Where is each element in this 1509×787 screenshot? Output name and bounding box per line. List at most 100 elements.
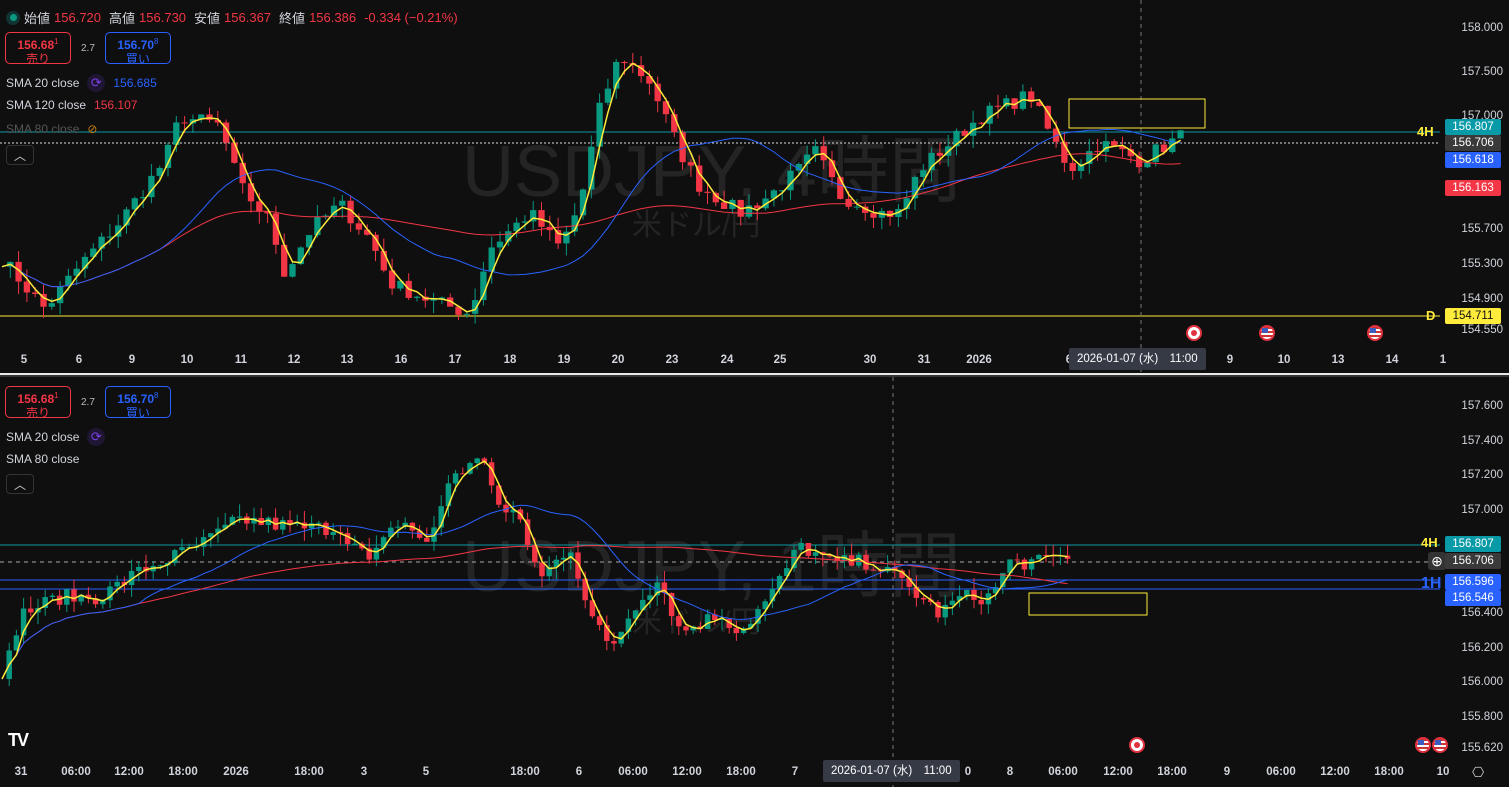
us-flag-icon[interactable] [1432,737,1448,753]
candle-body [613,61,620,89]
buy-button[interactable]: 156.708 買い [104,32,171,66]
time-axis-label: 9 [1223,766,1231,778]
settings-icon[interactable]: ⎔ [1472,764,1485,780]
time-axis-label: 8 [1006,766,1014,778]
candle-body [568,552,574,558]
price-axis-label: 155.700 [1461,223,1503,236]
candle-body [719,619,725,621]
candle-body [886,210,894,217]
candle-body [322,215,329,217]
candle-body [229,516,236,525]
time-axis-label: 11 [234,354,248,366]
jp-flag-icon[interactable] [1129,737,1145,753]
candle-body [532,545,538,563]
candle-body [812,146,819,155]
tradingview-logo: TV [8,730,29,750]
candle-body [776,575,783,589]
candle-body [870,212,877,218]
trade-buttons: 156.681 売り 2.7 156.708 買い [5,32,171,66]
sell-button[interactable]: 156.681 売り [5,32,71,66]
candle-body [48,303,55,307]
sma-slow-line [1,544,1068,680]
indicator-sma120[interactable]: SMA 120 close 156.107 [6,98,138,112]
candle-body [524,519,531,546]
buy-button[interactable]: 156.708 買い [104,386,171,420]
time-axis-label: 18:00 [168,766,198,778]
candle-body [380,537,387,548]
candle-body [928,152,935,171]
candle-body [424,537,430,542]
candle-body [546,566,552,577]
time-axis-label: 13 [1331,354,1345,366]
candle-body [978,599,984,605]
candle-body [899,570,905,578]
time-axis-label: 30 [863,354,877,366]
zone-box [1068,98,1206,129]
change-value: -0.334 (−0.21%) [364,10,458,25]
pane-divider[interactable] [0,373,1509,377]
price-axis-label: 155.300 [1461,258,1503,271]
chart-pane-1h[interactable]: USDJPY, 1時間 米ドル/円 156.681 売り 2.7 156.708 買… [0,377,1509,787]
candle-body [579,189,587,216]
eye-off-icon[interactable]: ⊘ [87,122,98,136]
candle-body [1021,559,1028,570]
candle-body [640,599,646,611]
candle-body [106,236,114,238]
indicator-sma80[interactable]: SMA 80 close ⊘ [6,122,98,136]
watermark-subtitle: 米ドル/円 [632,606,761,639]
zone-box [1028,592,1148,616]
us-flag-icon[interactable] [1415,737,1431,753]
candle-body [438,297,446,299]
candle-body [712,614,718,620]
us-flag-icon[interactable] [1367,325,1383,341]
time-axis-label: 5 [422,766,430,778]
candle-body [575,552,581,579]
level-label-1h: 1H [1421,575,1442,592]
candle-body [316,522,322,524]
candle-body [1069,162,1076,172]
price-plot-1h[interactable] [0,377,1509,787]
open-value: 156.720 [54,10,102,25]
candle-body [330,205,338,216]
time-axis-label: 06:00 [1048,766,1078,778]
collapse-legend-button[interactable]: ︿ [6,474,34,494]
candle-body [49,595,56,598]
refresh-icon[interactable]: ⟳ [87,428,106,446]
crosshair-time-label: 2026-01-07 (水) 11:00 [1069,348,1206,370]
candle-body [1111,141,1118,146]
collapse-legend-button[interactable]: ︿ [6,145,34,165]
candle-body [1003,98,1010,107]
price-tag-sma20: 156.618 [1445,152,1501,168]
candle-body [287,520,293,524]
sell-button[interactable]: 156.681 売り [5,386,71,420]
chart-pane-4h[interactable]: USDJPY, 4時間 米ドル/円 始値 156.720 高値 156.730 安値… [0,0,1509,373]
indicator-sma80[interactable]: SMA 80 close [6,452,80,466]
candle-body [1043,554,1049,556]
refresh-icon[interactable]: ⟳ [87,74,106,92]
jp-flag-icon[interactable] [1186,325,1202,341]
candle-body [712,192,719,203]
time-axis-label: 18:00 [294,766,324,778]
us-flag-icon[interactable] [1259,325,1275,341]
candle-body [308,523,315,529]
candle-body [604,88,612,103]
smoothed-line [1,460,1068,680]
candle-body [445,483,452,507]
candle-body [920,170,927,177]
candle-body [621,61,628,64]
candle-body [834,556,840,562]
add-alert-icon[interactable]: ⊕ [1428,552,1446,570]
candle-body [1144,162,1151,168]
candle-body [704,614,711,629]
price-plot-4h[interactable] [0,0,1509,373]
candle-body [992,587,999,594]
indicator-sma20[interactable]: SMA 20 close ⟳ [6,428,106,446]
candle-body [56,595,63,605]
candle-body [173,122,180,145]
candle-body [1036,554,1042,560]
candle-body [355,223,363,230]
candle-body [98,236,105,249]
candle-body [906,577,912,587]
indicator-sma20[interactable]: SMA 20 close ⟳ 156.685 [6,74,157,92]
candle-body [42,597,48,608]
